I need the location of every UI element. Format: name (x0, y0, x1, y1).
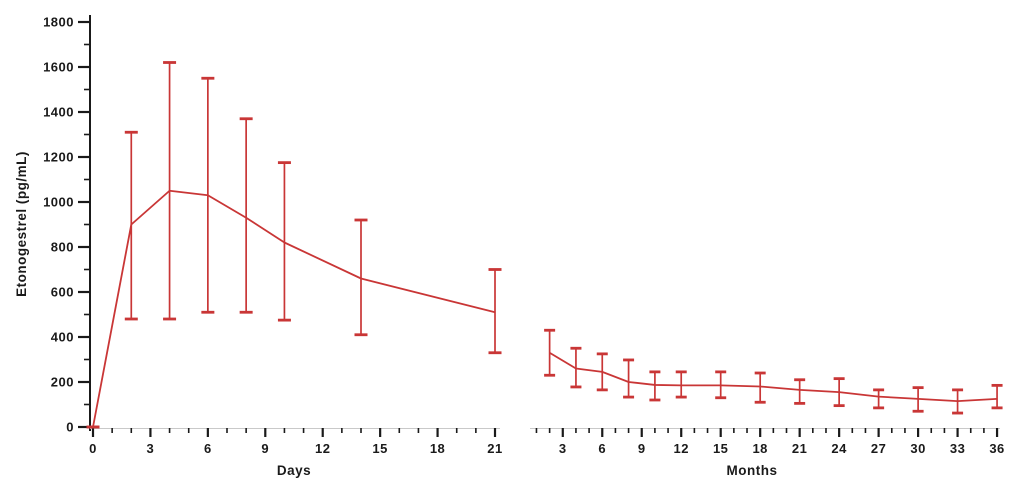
x-tick-label: 24 (831, 441, 847, 456)
y-tick-label: 1000 (43, 195, 74, 210)
x-tick-label: 21 (487, 441, 502, 456)
series-days (86, 61, 502, 429)
mean-line (549, 351, 998, 403)
error-bar (277, 161, 291, 322)
x-axis-days: 0 3 6 9 12 15 18 21 Days (89, 428, 502, 478)
x-tick-label: 30 (910, 441, 925, 456)
error-bar (354, 218, 368, 337)
x-axis-title: Days (277, 463, 311, 478)
x-tick-label: 12 (673, 441, 688, 456)
y-tick-label: 1200 (43, 150, 74, 165)
x-tick-label: 9 (261, 441, 269, 456)
x-tick-label: 21 (792, 441, 807, 456)
error-bar (873, 388, 885, 410)
y-tick-label: 600 (51, 285, 74, 300)
x-tick-label: 18 (752, 441, 767, 456)
y-tick-label: 1600 (43, 60, 74, 75)
x-tick-label: 27 (871, 441, 886, 456)
series-months (544, 328, 1003, 415)
x-tick-label: 0 (89, 441, 97, 456)
x-tick-label: 6 (204, 441, 212, 456)
y-axis: 0 200 400 600 800 1000 1200 1400 1600 1800 Etonoge… (14, 15, 91, 435)
y-tick-label: 0 (66, 420, 74, 435)
error-bar (623, 358, 635, 399)
x-tick-label: 3 (147, 441, 155, 456)
error-bar (794, 378, 806, 405)
x-tick-label: 15 (372, 441, 387, 456)
y-tick-label: 200 (51, 375, 74, 390)
error-bar (488, 268, 502, 355)
x-tick-label: 15 (713, 441, 728, 456)
y-tick-label: 1400 (43, 105, 74, 120)
y-tick-label: 800 (51, 240, 74, 255)
error-bar (991, 383, 1003, 410)
error-bar (649, 370, 661, 402)
x-axis-title: Months (727, 463, 778, 478)
x-tick-label: 36 (989, 441, 1004, 456)
x-tick-label: 12 (315, 441, 330, 456)
y-tick-label: 1800 (43, 15, 74, 30)
x-tick-label: 3 (559, 441, 567, 456)
x-tick-label: 9 (638, 441, 646, 456)
error-bar (754, 371, 766, 404)
x-tick-label: 6 (598, 441, 606, 456)
error-bar (239, 117, 253, 314)
x-tick-label: 33 (950, 441, 965, 456)
y-tick-label: 400 (51, 330, 74, 345)
x-tick-label: 18 (430, 441, 445, 456)
mean-line (92, 189, 496, 428)
y-axis-title: Etonogestrel (pg/mL) (14, 151, 29, 297)
